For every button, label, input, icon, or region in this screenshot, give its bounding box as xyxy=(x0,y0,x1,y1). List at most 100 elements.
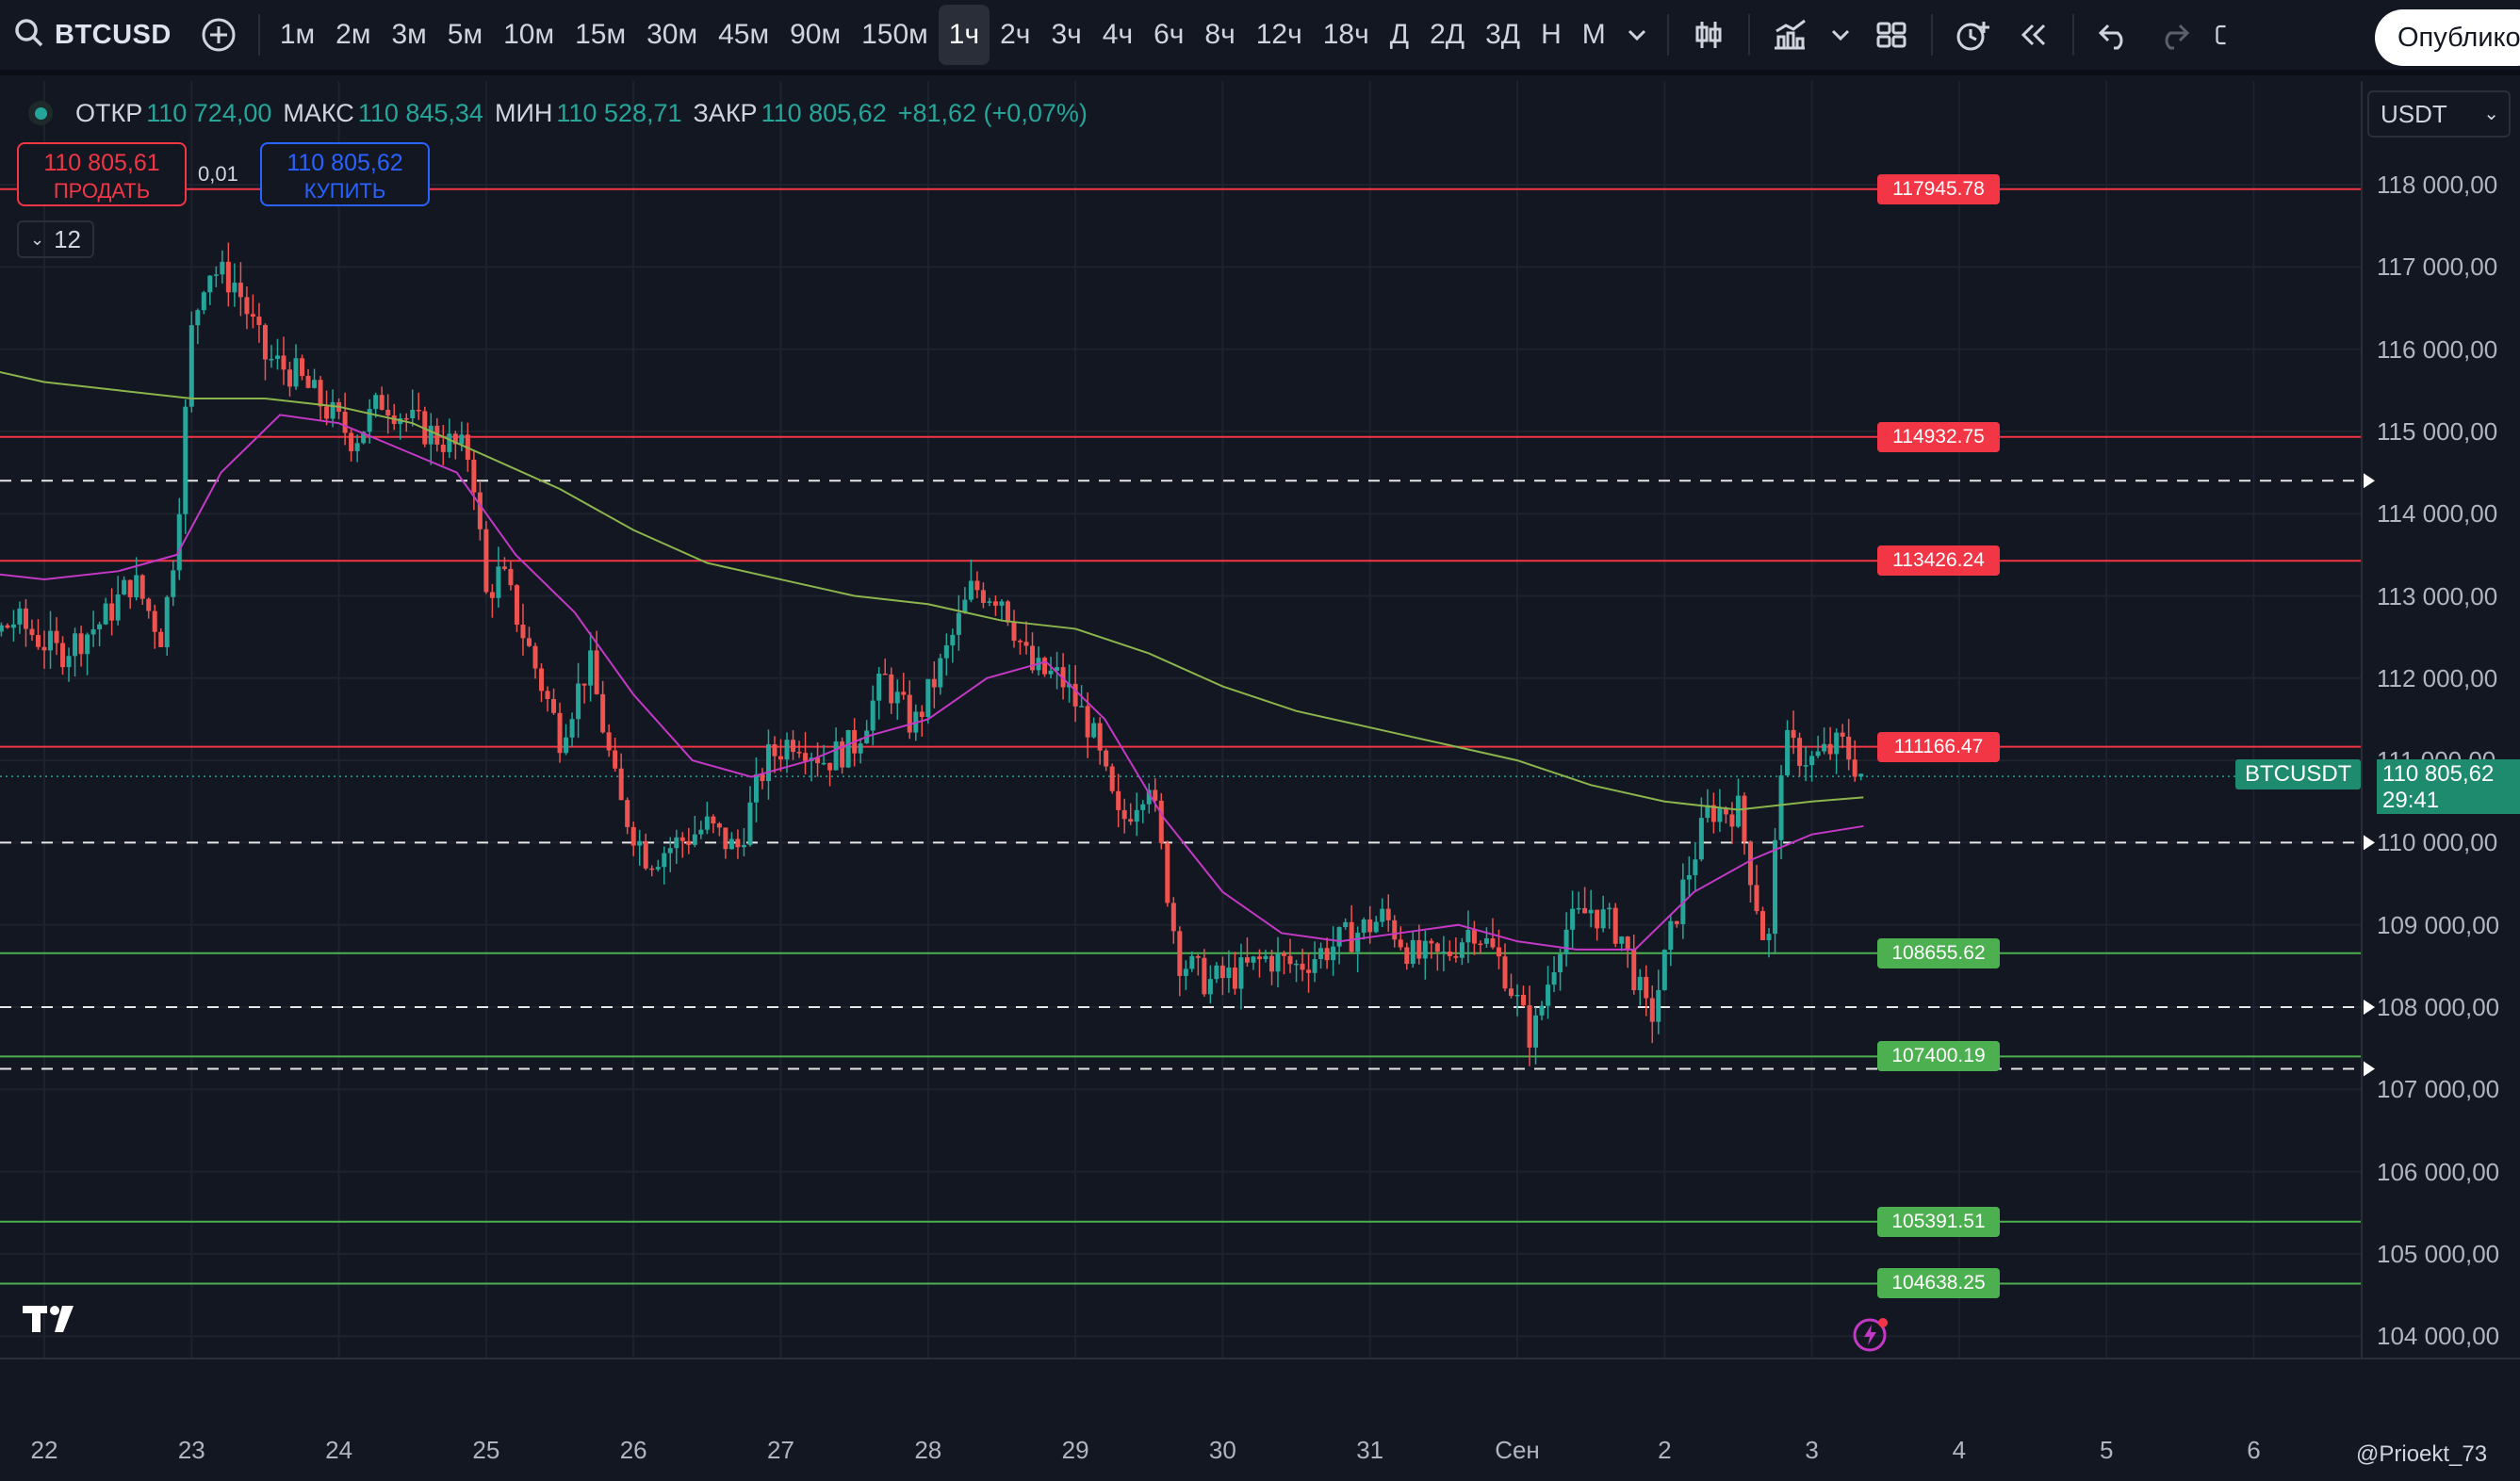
candle-body xyxy=(1496,947,1501,957)
candle-body xyxy=(1153,789,1158,801)
timeframe-button[interactable]: 12ч xyxy=(1255,19,1302,50)
resistance-badge[interactable]: 117945.78 xyxy=(1877,173,2000,204)
timeframe-button[interactable]: 4ч xyxy=(1102,19,1134,50)
compare-add-button[interactable] xyxy=(188,5,249,65)
support-badge[interactable]: 104638.25 xyxy=(1877,1268,2000,1299)
indicators-dropdown[interactable] xyxy=(1820,5,1861,65)
candle-body xyxy=(1422,940,1428,959)
candle-body xyxy=(1282,953,1287,956)
timeframe-button[interactable]: 5м xyxy=(447,19,483,50)
buy-button[interactable]: 110 805,62 КУПИТЬ xyxy=(260,142,430,206)
chevron-down-icon: ⌄ xyxy=(2483,104,2499,124)
timeframe-button[interactable]: 45м xyxy=(718,19,770,50)
undo-button[interactable] xyxy=(2084,5,2144,65)
candle-body xyxy=(907,694,912,733)
candle-body xyxy=(1398,939,1403,948)
layout-button[interactable] xyxy=(1861,5,1922,65)
indicators-collapse-button[interactable]: ⌄ 12 xyxy=(17,220,94,258)
candle-body xyxy=(901,692,907,695)
fullscreen-button[interactable] xyxy=(2204,5,2233,65)
candle-body xyxy=(1785,729,1791,776)
support-badge[interactable]: 108655.62 xyxy=(1877,937,2000,968)
publish-button[interactable]: Опублико xyxy=(2375,9,2520,66)
candle-body xyxy=(962,599,968,613)
price-tick-label: 118 000,00 xyxy=(2377,171,2498,199)
candle-body xyxy=(5,625,10,628)
timeframe-button[interactable]: 30м xyxy=(646,19,698,50)
candle-body xyxy=(723,827,728,850)
candle-body xyxy=(840,741,845,768)
support-badge[interactable]: 107400.19 xyxy=(1877,1041,2000,1072)
candle-body xyxy=(1336,927,1342,947)
candle-body xyxy=(1244,957,1250,963)
timeframe-button[interactable]: 150м xyxy=(861,19,928,50)
resistance-badge[interactable]: 114932.75 xyxy=(1877,421,2000,452)
candle-body xyxy=(1502,956,1508,989)
candle-body xyxy=(576,683,581,720)
timeframe-button[interactable]: Н xyxy=(1541,19,1562,50)
candle-body xyxy=(716,823,722,828)
candle-body xyxy=(1471,930,1477,944)
candle-body xyxy=(943,645,949,659)
timeframe-button[interactable]: 2ч xyxy=(1000,19,1031,50)
candle-body xyxy=(489,592,495,598)
timeframe-button[interactable]: 10м xyxy=(503,19,555,50)
timeframe-button[interactable]: 15м xyxy=(575,19,627,50)
currency-select[interactable]: USDT ⌄ xyxy=(2367,90,2511,138)
redo-button[interactable] xyxy=(2144,5,2204,65)
candle-body xyxy=(330,401,335,419)
timeframe-button[interactable]: 3Д xyxy=(1485,19,1521,50)
price-tick-label: 116 000,00 xyxy=(2377,334,2498,364)
candle-body xyxy=(882,673,888,675)
timeframe-button[interactable]: 1м xyxy=(279,19,316,50)
candle-body xyxy=(410,409,416,419)
visibility-dot-icon[interactable] xyxy=(28,101,53,125)
timeframe-dropdown[interactable] xyxy=(1616,5,1658,65)
candle-body xyxy=(778,756,783,760)
candle-body xyxy=(35,635,41,647)
candle-body xyxy=(1619,936,1625,944)
replay-button[interactable] xyxy=(2003,5,2063,65)
candle-body xyxy=(1465,930,1471,943)
lightning-icon[interactable] xyxy=(1852,1315,1890,1353)
timeframe-button[interactable]: 18ч xyxy=(1322,19,1369,50)
sell-button[interactable]: 110 805,61 ПРОДАТЬ xyxy=(17,142,187,206)
timeframe-button[interactable]: 2Д xyxy=(1430,19,1465,50)
candle-body xyxy=(269,358,274,361)
symbol-search[interactable]: BTCUSD xyxy=(0,0,188,73)
timeframe-button[interactable]: М xyxy=(1581,19,1606,50)
timeframe-button[interactable]: 3м xyxy=(391,19,427,50)
candle-body xyxy=(1189,955,1195,969)
candle-body xyxy=(618,768,624,801)
indicators-button[interactable] xyxy=(1759,5,1820,65)
current-price: 110 805,62 xyxy=(2382,761,2495,787)
resistance-badge[interactable]: 113426.24 xyxy=(1877,545,2000,577)
support-badge[interactable]: 105391.51 xyxy=(1877,1206,2000,1237)
current-symbol-label: BTCUSDT xyxy=(2235,759,2362,789)
chart-type-button[interactable] xyxy=(1678,5,1739,65)
resistance-badge[interactable]: 111166.47 xyxy=(1877,731,2000,762)
candle-body xyxy=(1429,940,1434,944)
candle-body xyxy=(213,274,219,276)
candle-body xyxy=(894,692,900,704)
timeframe-button[interactable]: 90м xyxy=(790,19,842,50)
timeframe-button[interactable]: 8ч xyxy=(1204,19,1235,50)
candle-body xyxy=(23,608,28,629)
candle-body xyxy=(1546,985,1551,1006)
sell-label: ПРОДАТЬ xyxy=(53,179,151,203)
timeframe-button[interactable]: Д xyxy=(1389,19,1410,50)
candle-body xyxy=(1055,667,1060,671)
candle-body xyxy=(1625,936,1630,950)
candle-body xyxy=(1558,953,1563,973)
candle-body xyxy=(1385,908,1391,920)
bracket-icon xyxy=(2216,24,2226,45)
timeframe-button[interactable]: 1ч xyxy=(938,5,990,65)
alert-button[interactable] xyxy=(1942,5,2003,65)
timeframe-button[interactable]: 3ч xyxy=(1051,19,1082,50)
level-marker-icon xyxy=(2364,835,2375,851)
watermark-text: @Prioekt_73 xyxy=(2356,1441,2488,1467)
price-chart[interactable] xyxy=(0,81,2520,1438)
candle-body xyxy=(262,324,268,360)
timeframe-button[interactable]: 2м xyxy=(335,19,371,50)
timeframe-button[interactable]: 6ч xyxy=(1154,19,1185,50)
